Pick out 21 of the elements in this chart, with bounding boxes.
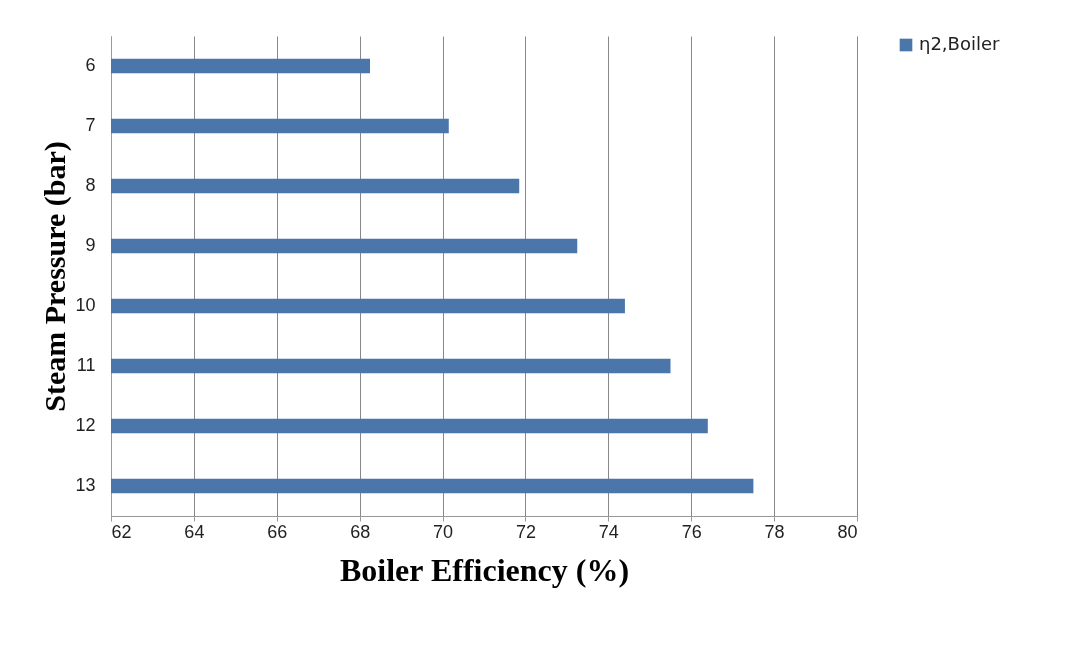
y-tick-label: 12 <box>75 415 96 435</box>
x-tick-label: 78 <box>764 521 785 542</box>
x-axis-title: Boiler Efficiency (%) <box>339 551 630 588</box>
x-tick-label: 66 <box>267 521 288 542</box>
legend-label: η2,Boiler <box>919 33 1001 54</box>
x-tick-label: 76 <box>681 521 702 542</box>
x-tick-label: 80 <box>837 521 858 542</box>
y-tick-label: 11 <box>76 355 96 375</box>
y-tick-label: 9 <box>85 235 96 255</box>
x-tick-label: 62 <box>111 521 132 542</box>
x-tick-label: 68 <box>350 521 371 542</box>
x-tick-label: 72 <box>515 521 536 542</box>
y-axis-title: Steam Pressure (bar) <box>38 141 73 412</box>
x-tick-label: 64 <box>184 521 205 542</box>
y-tick-label: 8 <box>85 175 96 195</box>
x-tick-label: 74 <box>598 521 619 542</box>
y-tick-label: 13 <box>75 475 96 495</box>
y-tick-label: 7 <box>85 115 96 135</box>
x-tick-label: 70 <box>433 521 454 542</box>
y-tick-label: 6 <box>85 55 96 75</box>
y-tick-label: 10 <box>75 295 96 315</box>
